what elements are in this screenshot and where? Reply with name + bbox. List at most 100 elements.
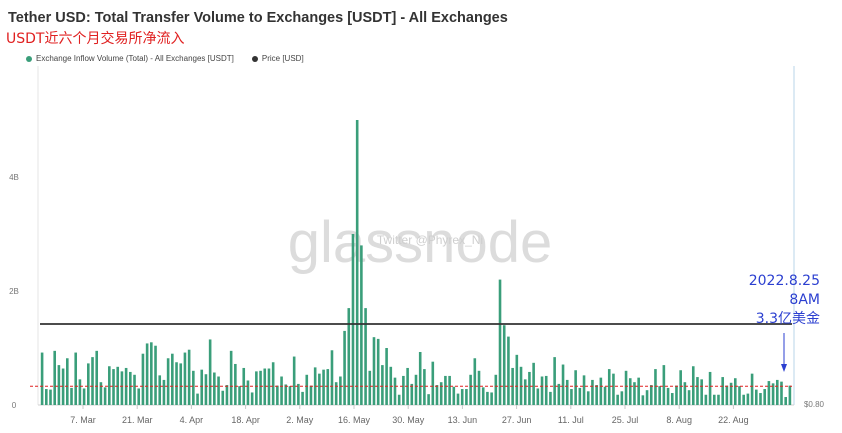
inflow-bar — [297, 383, 300, 405]
inflow-bar — [578, 387, 582, 405]
inflow-bar — [57, 365, 61, 405]
inflow-bar — [246, 380, 250, 405]
x-tick-label: 27. Jun — [502, 415, 532, 425]
inflow-bar — [221, 390, 225, 405]
chart-subtitle: USDT近六个月交易所净流入 — [6, 31, 185, 47]
x-tick-label: 2. May — [286, 415, 314, 425]
inflow-bar — [570, 389, 573, 405]
inflow-bar — [40, 352, 44, 405]
inflow-bar — [397, 394, 401, 405]
inflow-bar — [448, 375, 451, 405]
inflow-bar — [250, 392, 254, 405]
y-right-tick-label: $0.80 — [804, 400, 825, 409]
annotation-arrow — [781, 333, 787, 372]
inflow-bar — [507, 336, 510, 405]
watermark-handle: Twitter @Phyrex_Ni — [377, 233, 483, 247]
inflow-bar — [103, 387, 107, 405]
inflow-bar — [53, 350, 56, 405]
inflow-bar — [662, 365, 666, 405]
y-tick-label: 0 — [12, 401, 17, 410]
inflow-bar — [456, 393, 460, 405]
inflow-bar — [61, 368, 65, 405]
inflow-bar — [158, 375, 162, 405]
inflow-bar — [347, 308, 351, 405]
inflow-bar — [670, 393, 674, 405]
y-tick-label: 2B — [9, 287, 19, 296]
inflow-bar — [288, 386, 292, 405]
inflow-bar — [460, 389, 464, 405]
inflow-bar — [645, 390, 649, 405]
inflow-bar — [225, 385, 229, 405]
inflow-bar — [255, 371, 258, 405]
inflow-bar — [561, 364, 565, 405]
inflow-bar — [654, 369, 657, 405]
inflow-bar — [553, 357, 556, 405]
annotation-date: 2022.8.25 — [748, 273, 820, 289]
inflow-bar — [444, 375, 447, 405]
inflow-bar — [452, 386, 456, 405]
inflow-bar — [385, 348, 388, 405]
inflow-bar — [418, 351, 422, 405]
inflow-bar — [196, 393, 199, 405]
inflow-bar — [649, 385, 653, 405]
inflow-bar — [599, 377, 603, 405]
x-tick-label: 30. May — [392, 415, 425, 425]
inflow-bar — [74, 352, 78, 405]
legend-swatch-price — [251, 55, 258, 62]
inflow-bar — [301, 391, 304, 405]
inflow-bar — [271, 362, 275, 405]
inflow-bar — [754, 389, 758, 405]
inflow-bar — [746, 393, 750, 405]
inflow-bar — [318, 373, 321, 405]
inflow-bar — [183, 352, 187, 405]
inflow-bar — [175, 362, 178, 405]
inflow-bar — [108, 366, 111, 405]
inflow-bar — [477, 370, 481, 405]
inflow-bar — [733, 378, 737, 405]
inflow-bar — [162, 379, 166, 405]
legend-item-price[interactable]: Price [USD] — [251, 54, 304, 63]
inflow-bar — [427, 394, 430, 405]
inflow-bar — [565, 379, 569, 405]
inflow-bar — [712, 394, 716, 405]
inflow-bar — [166, 358, 170, 405]
inflow-bar — [473, 358, 477, 405]
x-tick-label: 21. Mar — [122, 415, 153, 425]
inflow-bar — [767, 381, 771, 405]
inflow-bar — [187, 349, 191, 405]
inflow-bar — [213, 372, 216, 405]
inflow-bar — [150, 342, 153, 405]
inflow-bar — [82, 388, 86, 405]
inflow-bar — [725, 385, 729, 405]
inflow-bar — [292, 356, 296, 405]
inflow-bar — [267, 368, 271, 405]
legend-item-inflow[interactable]: Exchange Inflow Volume (Total) - All Exc… — [26, 54, 234, 63]
inflow-bar — [339, 376, 342, 405]
inflow-bar — [423, 369, 426, 405]
inflow-bar — [78, 379, 82, 405]
x-tick-label: 8. Aug — [666, 415, 692, 425]
inflow-bar — [683, 382, 687, 405]
inflow-bar — [469, 374, 472, 405]
inflow-bar — [775, 379, 779, 405]
inflow-bar — [334, 382, 338, 405]
inflow-bar — [704, 394, 708, 405]
inflow-bar — [721, 377, 724, 405]
inflow-bar — [515, 354, 519, 405]
annotation-time: 8AM — [789, 292, 820, 308]
inflow-bar — [738, 386, 741, 405]
inflow-bar — [637, 377, 640, 405]
inflow-bar — [700, 379, 703, 405]
inflow-bar — [616, 394, 619, 405]
inflow-bar — [763, 389, 766, 405]
watermark-brand: glassnode — [288, 210, 552, 275]
inflow-bar — [112, 369, 115, 405]
inflow-bar — [330, 350, 334, 405]
inflow-bar — [658, 386, 661, 405]
inflow-bar — [402, 375, 405, 405]
inflow-bar — [549, 391, 552, 405]
inflow-bar — [70, 387, 73, 405]
inflow-bar — [171, 353, 174, 405]
inflow-bar — [742, 394, 745, 405]
inflow-bar — [717, 394, 720, 405]
